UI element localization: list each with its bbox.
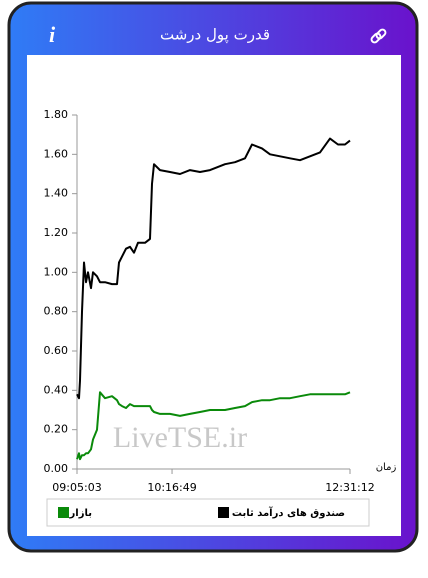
y-tick-label: 1.60 (44, 147, 69, 160)
x-tick-label: 09:05:03 (52, 481, 101, 494)
y-tick-label: 1.00 (44, 265, 69, 278)
series-line (76, 137, 351, 400)
series-line (76, 391, 351, 461)
legend-label: صندوق های درآمد ثابت (232, 506, 345, 519)
y-tick-label: 0.80 (44, 305, 69, 318)
panel (27, 55, 401, 536)
x-tick-label: 12:31:12 (325, 481, 374, 494)
y-tick-label: 1.80 (44, 108, 69, 121)
legend-label: بازار (69, 508, 92, 519)
watermark: LiveTSE.ir (113, 421, 247, 454)
legend-swatch (58, 507, 69, 518)
y-tick-label: 0.40 (44, 383, 69, 396)
x-axis-label: زمان (376, 462, 397, 473)
y-tick-label: 1.40 (44, 187, 69, 200)
y-tick-label: 1.20 (44, 226, 69, 239)
chart-title: قدرت پول درشت (160, 26, 270, 45)
y-tick-label: 0.60 (44, 344, 69, 357)
link-icon[interactable] (370, 28, 387, 44)
y-tick-label: 0.20 (44, 423, 69, 436)
legend (46, 498, 370, 527)
x-tick-label: 10:16:49 (147, 481, 196, 494)
legend-swatch (218, 507, 229, 518)
y-tick-label: 0.00 (44, 462, 69, 475)
info-icon[interactable]: i (49, 22, 56, 47)
